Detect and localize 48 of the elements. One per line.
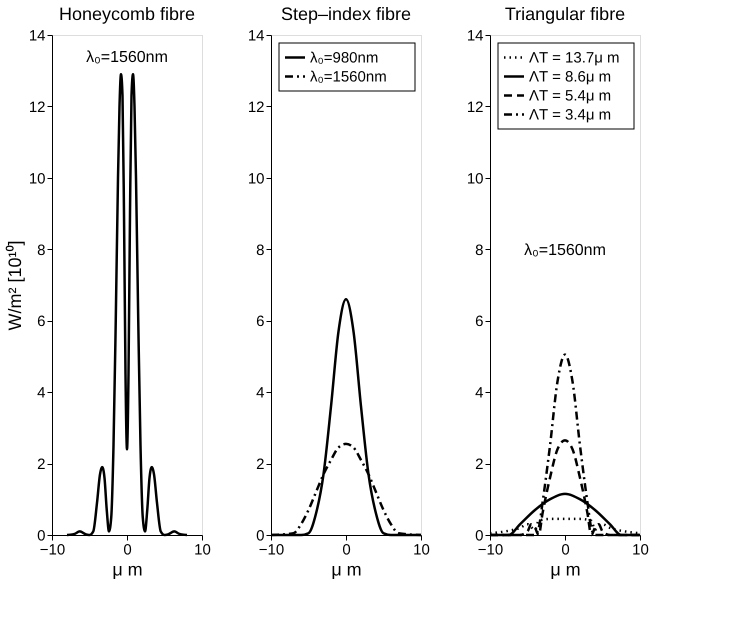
chart-title: Triangular fibre	[504, 4, 626, 24]
legend-label: ΛT = 8.6μ m	[529, 68, 612, 86]
legend-label: ΛT = 3.4μ m	[529, 106, 612, 124]
y-tick-label: 0	[475, 528, 484, 544]
y-tick-label: 2	[475, 456, 484, 474]
y-tick-label: 10	[28, 170, 46, 188]
legend-label: λ₀=1560nm	[310, 68, 387, 86]
y-axis-title: W/m² [10¹⁰]	[4, 240, 25, 330]
x-tick-label: 0	[123, 542, 132, 558]
x-tick-label: 10	[194, 542, 211, 558]
y-tick-label: 0	[37, 528, 46, 544]
y-tick-label: 4	[475, 384, 484, 402]
y-tick-label: 8	[256, 242, 264, 259]
x-axis-title: μ m	[112, 560, 143, 580]
y-tick-label: 8	[37, 242, 46, 259]
x-tick-label: −10	[258, 542, 284, 558]
legend-label: ΛT = 5.4μ m	[529, 88, 612, 104]
x-tick-label: 10	[413, 542, 430, 558]
y-tick-label: 10	[248, 170, 264, 188]
y-tick-label: 2	[256, 456, 264, 474]
x-axis-title: μ m	[550, 560, 581, 580]
y-tick-label: 12	[28, 98, 46, 116]
y-tick-label: 12	[466, 98, 484, 116]
legend-label: λ₀=980nm	[310, 50, 378, 66]
x-axis-title: μ m	[331, 560, 362, 580]
y-tick-label: 10	[466, 170, 484, 188]
y-tick-label: 6	[37, 313, 46, 330]
y-tick-label: 14	[28, 28, 46, 44]
annotation: λ₀=1560nm	[86, 49, 168, 66]
y-tick-label: 4	[37, 384, 46, 402]
y-tick-label: 0	[256, 528, 264, 544]
chart-title: Honeycomb fibre	[58, 4, 196, 24]
x-tick-label: −10	[40, 542, 66, 558]
y-tick-label: 12	[248, 98, 264, 116]
legend-label: ΛT = 13.7μ m	[529, 50, 620, 66]
chart-title: Step–index fibre	[280, 4, 412, 24]
annotation: λ₀=1560nm	[524, 242, 606, 259]
y-tick-label: 2	[37, 456, 46, 474]
y-tick-label: 14	[248, 28, 264, 44]
y-tick-label: 4	[256, 384, 264, 402]
y-tick-label: 14	[466, 28, 484, 44]
y-tick-label: 6	[256, 313, 264, 330]
y-tick-label: 6	[475, 313, 484, 330]
x-tick-label: 10	[632, 542, 649, 558]
x-tick-label: 0	[561, 542, 570, 558]
x-tick-label: 0	[342, 542, 351, 558]
x-tick-label: −10	[478, 542, 504, 558]
y-tick-label: 8	[475, 242, 484, 259]
